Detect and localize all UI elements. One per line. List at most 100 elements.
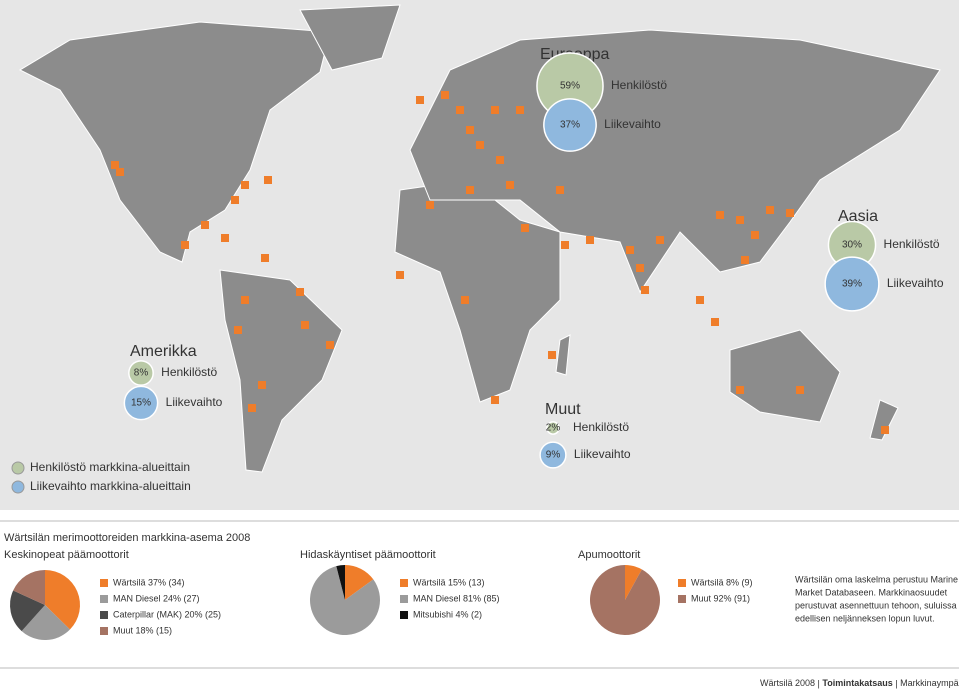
series-name: Henkilöstö <box>611 78 667 92</box>
site-marker <box>736 216 744 224</box>
site-marker <box>461 296 469 304</box>
bubble-label: 39% <box>842 279 862 290</box>
note: Wärtsilän oma laskelma perustuu Marine Ma… <box>795 574 958 623</box>
series-name: Henkilöstö <box>161 365 217 379</box>
legend-label: Wärtsilä 8% (9) <box>691 577 753 587</box>
site-marker <box>441 91 449 99</box>
site-marker <box>296 288 304 296</box>
site-marker <box>796 386 804 394</box>
site-marker <box>476 141 484 149</box>
pie-slice <box>45 570 81 630</box>
legend-label: Mitsubishi 4% (2) <box>413 609 482 619</box>
madagascar <box>555 334 571 376</box>
series-name: Henkilöstö <box>573 420 629 434</box>
site-marker <box>466 186 474 194</box>
site-marker <box>201 221 209 229</box>
legend-label: Henkilöstö markkina-alueittain <box>30 460 190 474</box>
site-marker <box>416 96 424 104</box>
bubble-label: 30% <box>842 240 862 251</box>
site-marker <box>491 396 499 404</box>
series-name: Liikevaihto <box>574 447 631 461</box>
series-name: Liikevaihto <box>166 395 223 409</box>
australia <box>729 329 841 423</box>
site-marker <box>116 168 124 176</box>
site-marker <box>326 341 334 349</box>
pie-slice <box>336 565 345 600</box>
greenland <box>299 4 401 71</box>
legend-swatch <box>678 595 686 603</box>
bubble-label: 59% <box>560 81 580 92</box>
site-marker <box>741 256 749 264</box>
pie-slice <box>310 566 381 636</box>
legend-label: Wärtsilä 15% (13) <box>413 577 485 587</box>
note-line: Wärtsilän oma laskelma perustuu Marine <box>795 574 958 584</box>
site-marker <box>751 231 759 239</box>
legend-swatch <box>11 480 25 494</box>
site-marker <box>626 246 634 254</box>
bubble-label: 8% <box>134 368 149 379</box>
legend-label: Muut 18% (15) <box>113 625 172 635</box>
legend-label: Liikevaihto markkina-alueittain <box>30 479 191 493</box>
site-marker <box>111 161 119 169</box>
site-marker <box>221 234 229 242</box>
site-marker <box>561 241 569 249</box>
legend-label: Muut 92% (91) <box>691 593 750 603</box>
legend-swatch <box>100 627 108 635</box>
bubble-label: 37% <box>560 120 580 131</box>
legend-swatch <box>678 579 686 587</box>
site-marker <box>241 181 249 189</box>
pie-slice <box>10 590 46 632</box>
region-bubble <box>123 385 159 421</box>
footer-report: Wärtsilä 2008 <box>760 678 815 688</box>
site-marker <box>456 106 464 114</box>
series-name: Liikevaihto <box>604 117 661 131</box>
site-marker <box>636 264 644 272</box>
new-zealand <box>869 399 899 441</box>
site-marker <box>548 351 556 359</box>
legend-label: MAN Diesel 81% (85) <box>413 593 500 603</box>
africa <box>394 179 561 403</box>
legend-swatch <box>400 611 408 619</box>
site-marker <box>656 236 664 244</box>
note-line: edellisen neljänneksen lopun luvut. <box>795 613 935 623</box>
series-name: Henkilöstö <box>884 237 940 251</box>
legend-swatch <box>400 595 408 603</box>
site-marker <box>786 209 794 217</box>
pie-slice <box>589 565 660 635</box>
site-marker <box>696 296 704 304</box>
region-bubble <box>539 441 567 469</box>
site-marker <box>491 106 499 114</box>
site-marker <box>396 271 404 279</box>
site-marker <box>766 206 774 214</box>
chart-title: Keskinopeat päämoottorit <box>4 549 129 561</box>
footer-subsection: Markkinaympäristö <box>900 678 959 688</box>
legend-swatch <box>11 461 25 475</box>
legend-swatch <box>100 611 108 619</box>
site-marker <box>241 296 249 304</box>
site-marker <box>641 286 649 294</box>
site-marker <box>506 181 514 189</box>
footer: Wärtsilä 2008 | Toimintakatsaus | Markki… <box>760 675 959 691</box>
site-marker <box>234 326 242 334</box>
note-line: Market Databaseen. Markkinaosuudet <box>795 587 948 597</box>
pie-slice <box>345 565 374 600</box>
region-title: Aasia <box>838 208 878 225</box>
site-marker <box>881 426 889 434</box>
pie-slice <box>13 570 45 605</box>
site-marker <box>711 318 719 326</box>
chart-title: Apumoottorit <box>578 549 640 561</box>
south-america <box>219 269 343 473</box>
legend-label: Caterpillar (MAK) 20% (25) <box>113 609 221 619</box>
site-markers <box>111 91 889 434</box>
region-bubble <box>128 360 154 386</box>
site-marker <box>248 404 256 412</box>
bubble-label: 15% <box>131 398 151 409</box>
site-marker <box>264 176 272 184</box>
region-title: Amerikka <box>130 343 197 360</box>
legend-label: Wärtsilä 37% (34) <box>113 577 185 587</box>
site-marker <box>466 126 474 134</box>
region-title: Muut <box>545 401 581 418</box>
site-marker <box>261 254 269 262</box>
site-marker <box>716 211 724 219</box>
